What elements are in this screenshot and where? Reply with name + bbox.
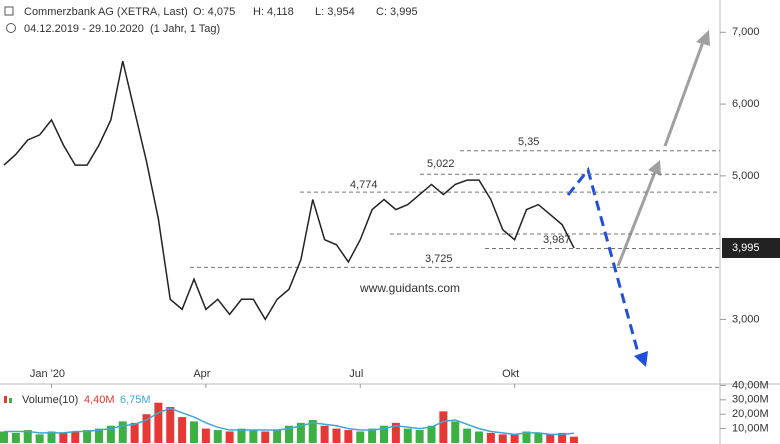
period: (1 Jahr, 1 Tag) <box>150 23 220 35</box>
x-tick-label: Jul <box>349 368 363 380</box>
volume-bar <box>47 431 56 443</box>
range: 04.12.2019 - 29.10.2020 <box>24 23 144 35</box>
volume-bar <box>71 431 80 443</box>
volume-bar <box>368 428 377 443</box>
volume-bar <box>83 430 92 443</box>
clock-icon <box>6 23 16 33</box>
volume-bar <box>403 428 412 443</box>
volume-bar <box>380 425 388 443</box>
volume-bar <box>475 431 483 443</box>
level-label: 5,35 <box>518 136 539 148</box>
x-tick-label: Apr <box>193 368 210 380</box>
y-tick-label: 5,000 <box>732 170 760 182</box>
volume-bar <box>106 425 115 443</box>
arrow-head <box>648 160 661 176</box>
volume-bar <box>415 430 424 443</box>
volume-bar <box>285 425 293 443</box>
volume-bar <box>130 422 139 443</box>
volume-bar <box>0 431 8 443</box>
volume-bar <box>546 434 555 443</box>
level-label: 3,725 <box>425 253 453 265</box>
volume-bar <box>356 431 365 443</box>
y-tick-label: 6,000 <box>732 98 760 110</box>
arrow-head <box>696 30 710 46</box>
watermark: www.guidants.com <box>359 281 460 295</box>
volume-bar <box>201 428 210 443</box>
x-tick-label: Jan '20 <box>30 368 65 380</box>
volume-bar <box>522 431 531 443</box>
volume-bar <box>273 430 282 443</box>
volume-bar <box>178 417 187 443</box>
volume-bar <box>451 421 460 443</box>
volume-bar <box>23 430 32 443</box>
x-tick-label: Okt <box>502 368 519 380</box>
volume-bar <box>118 421 127 443</box>
volume-bar <box>391 422 400 443</box>
volume-bar <box>190 421 198 443</box>
volume-bar <box>320 425 329 443</box>
level-label: 4,774 <box>350 179 378 191</box>
volume-bar <box>35 434 44 443</box>
volume-bar <box>510 434 519 443</box>
volume-bar <box>344 430 353 443</box>
volume-bar <box>296 422 305 443</box>
y-tick-label: 10,00M <box>732 423 769 435</box>
volume-average <box>4 407 575 436</box>
volume-bar <box>486 432 495 443</box>
volume-bar <box>427 425 436 443</box>
projection-arrow <box>663 41 705 147</box>
title: Commerzbank AG (XETRA, Last) <box>24 6 188 18</box>
volume-bar <box>237 428 246 443</box>
projection-arrow <box>616 171 657 267</box>
volume-bar <box>261 431 270 443</box>
volume-bar <box>59 432 68 443</box>
volume-bar <box>534 432 543 443</box>
last-price-box <box>722 237 780 258</box>
y-tick-label: 20,00M <box>732 408 769 420</box>
volume-bar <box>308 419 317 443</box>
volume-icon <box>4 396 7 403</box>
projections <box>566 30 710 367</box>
volume-bar <box>332 428 341 443</box>
projection-dashed <box>566 166 642 361</box>
y-tick-label: 7,000 <box>732 26 760 38</box>
low: L: 3,954 <box>315 6 355 18</box>
volume-bar <box>463 428 472 443</box>
y-tick-label: 3,000 <box>732 313 760 325</box>
y-tick-label: 40,00M <box>732 379 769 391</box>
volume-avg: 6,75M <box>120 394 151 406</box>
open: O: 4,075 <box>193 6 235 18</box>
volume-bar <box>11 432 20 443</box>
volume-bar <box>166 407 175 443</box>
close: C: 3,995 <box>376 6 418 18</box>
level-label: 3,987 <box>543 234 571 246</box>
arrow-head <box>634 351 648 367</box>
volume-bar <box>249 430 258 443</box>
price-line <box>3 60 575 321</box>
volume-bar <box>558 432 567 443</box>
volume-bar <box>154 402 163 443</box>
chart-icon <box>4 6 14 16</box>
level-label: 5,022 <box>427 158 455 170</box>
last-price-label: 3,995 <box>732 242 760 254</box>
volume-bar <box>95 428 103 443</box>
high: H: 4,118 <box>253 6 294 18</box>
y-tick-label: 30,00M <box>732 394 769 406</box>
volume-value: 4,40M <box>84 394 115 406</box>
volume-title: Volume(10) <box>22 394 78 406</box>
volume-bar <box>142 414 151 443</box>
volume-bar <box>213 430 222 443</box>
volume-bar <box>225 431 234 443</box>
volume-bar <box>570 436 578 443</box>
volume-icon <box>9 398 12 403</box>
volume-bar <box>498 434 507 443</box>
volume-bar <box>439 411 448 443</box>
header: Commerzbank AG (XETRA, Last) O: 4,075 H:… <box>4 6 418 35</box>
